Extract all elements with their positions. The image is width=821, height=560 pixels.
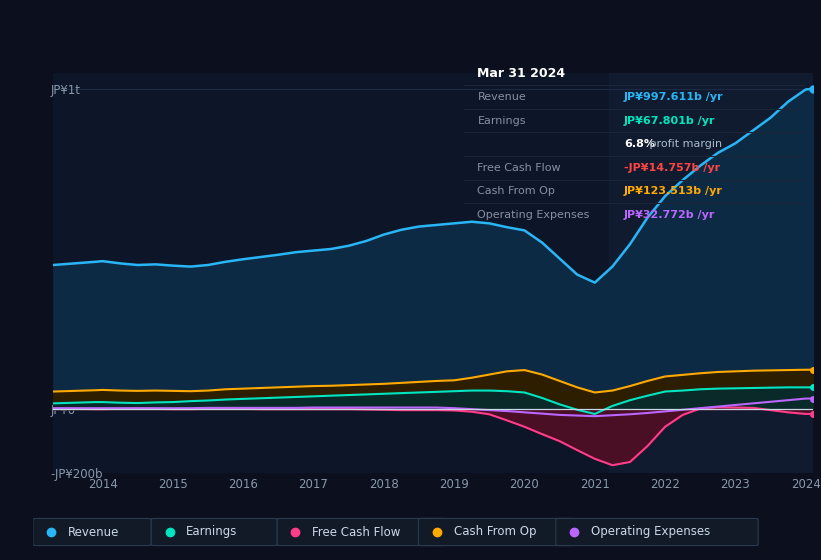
Text: Operating Expenses: Operating Expenses — [591, 525, 710, 539]
Text: Free Cash Flow: Free Cash Flow — [312, 525, 401, 539]
Text: JP¥32.772b /yr: JP¥32.772b /yr — [624, 210, 715, 220]
FancyBboxPatch shape — [556, 519, 759, 545]
Text: Operating Expenses: Operating Expenses — [478, 210, 589, 220]
Text: Cash From Op: Cash From Op — [453, 525, 536, 539]
Text: Free Cash Flow: Free Cash Flow — [478, 163, 561, 173]
Text: Revenue: Revenue — [478, 92, 526, 102]
FancyBboxPatch shape — [33, 519, 151, 545]
FancyBboxPatch shape — [419, 519, 575, 545]
Text: JP¥67.801b /yr: JP¥67.801b /yr — [624, 115, 715, 125]
Text: -JP¥14.757b /yr: -JP¥14.757b /yr — [624, 163, 720, 173]
Text: Earnings: Earnings — [478, 115, 526, 125]
Text: 6.8%: 6.8% — [624, 139, 655, 149]
FancyBboxPatch shape — [277, 519, 449, 545]
Text: Earnings: Earnings — [186, 525, 238, 539]
Text: profit margin: profit margin — [646, 139, 722, 149]
Text: Mar 31 2024: Mar 31 2024 — [478, 67, 566, 80]
Bar — [609, 73, 813, 473]
Text: JP¥997.611b /yr: JP¥997.611b /yr — [624, 92, 723, 102]
Text: Revenue: Revenue — [68, 525, 119, 539]
Text: JP¥123.513b /yr: JP¥123.513b /yr — [624, 186, 722, 197]
FancyBboxPatch shape — [151, 519, 277, 545]
Text: Cash From Op: Cash From Op — [478, 186, 555, 197]
